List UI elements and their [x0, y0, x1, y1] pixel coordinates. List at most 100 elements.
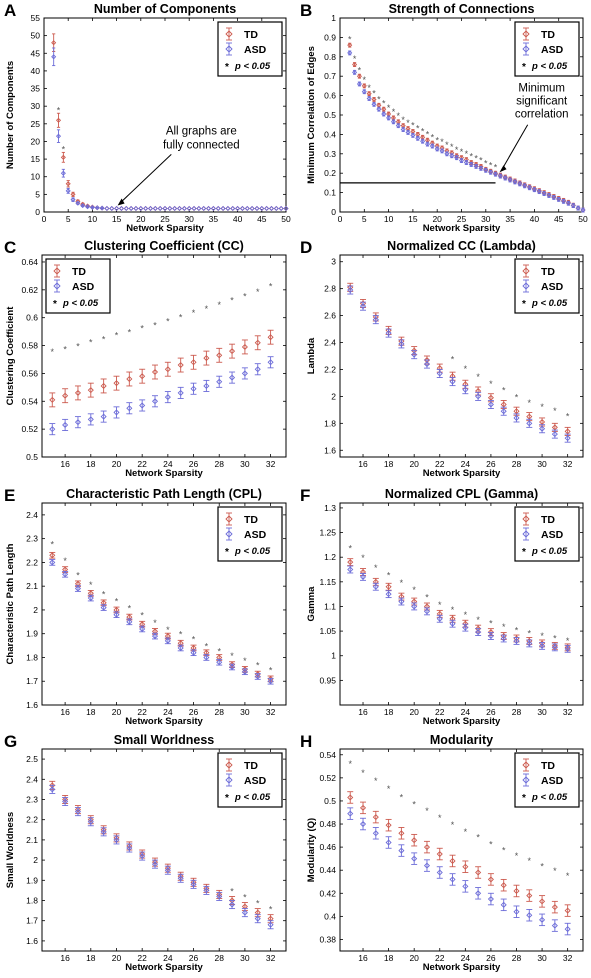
- significance-star: *: [256, 287, 260, 297]
- x-tick-label: 28: [214, 707, 224, 717]
- significance-star: *: [217, 646, 221, 656]
- y-axis-label: Number of Components: [5, 61, 16, 169]
- x-tick-label: 20: [112, 953, 122, 963]
- legend-marker: [522, 30, 530, 38]
- significance-star: *: [438, 813, 442, 823]
- y-axis-label: Characteristic Path Length: [5, 543, 16, 664]
- y-tick-label: 15: [31, 154, 41, 164]
- annotation-text: Minimum: [518, 83, 565, 95]
- legend-p-label: p < 0.05: [531, 792, 568, 803]
- y-tick-label: 25: [31, 119, 41, 129]
- y-tick-label: 2.4: [324, 338, 336, 348]
- x-tick-label: 30: [537, 953, 547, 963]
- x-tick-label: 22: [435, 953, 445, 963]
- td-point: [70, 191, 76, 197]
- asd-point: [196, 205, 202, 212]
- asd-point: [410, 132, 416, 138]
- significance-star: *: [425, 593, 429, 603]
- legend: TD ASD * p < 0.05: [514, 752, 580, 808]
- x-tick-label: 16: [60, 953, 70, 963]
- panel-d: D Normalized CC (Lambda) 16 18 20 22 24 26 28 30 3…: [300, 238, 584, 479]
- y-tick-label: 0.52: [21, 424, 38, 434]
- y-tick-label: 0.46: [319, 842, 336, 852]
- chart-title: Modularity: [430, 733, 493, 747]
- legend-marker: [522, 530, 530, 538]
- significance-star: *: [540, 402, 544, 412]
- asd-point: [500, 635, 507, 642]
- asd-point: [49, 559, 56, 566]
- axes-box: [339, 502, 584, 706]
- y-tick-label: 0.42: [319, 888, 336, 898]
- significance-star: *: [102, 589, 106, 599]
- legend: TD ASD * p < 0.05: [45, 258, 111, 314]
- asd-point: [513, 908, 520, 915]
- significance-star: *: [566, 871, 570, 881]
- asd-point: [229, 663, 236, 671]
- x-tick-label: 16: [358, 953, 368, 963]
- legend-asd-label: ASD: [541, 775, 564, 787]
- asd-point: [89, 204, 95, 210]
- asd-point: [181, 205, 187, 212]
- td-point: [49, 552, 56, 559]
- legend-p-label: p < 0.05: [531, 298, 568, 309]
- x-tick-label: 18: [86, 953, 96, 963]
- significance-star: *: [140, 323, 144, 333]
- x-tick-label: 20: [409, 953, 419, 963]
- legend-td-label: TD: [541, 29, 555, 41]
- asd-point: [449, 620, 456, 627]
- y-axis-label: Small Worldness: [5, 812, 16, 888]
- y-tick-label: 10: [31, 172, 41, 182]
- asd-point: [220, 205, 226, 212]
- asd-point: [347, 566, 354, 573]
- x-tick-label: 32: [563, 707, 573, 717]
- significance-star: *: [57, 106, 61, 116]
- asd-point: [436, 869, 443, 876]
- significance-star: *: [438, 600, 442, 610]
- td-point: [229, 348, 236, 355]
- y-axis-label: Modularity (Q): [306, 818, 317, 882]
- td-point: [113, 380, 120, 387]
- significance-star: *: [566, 411, 570, 421]
- legend: TD ASD * p < 0.05: [514, 21, 580, 77]
- td-point: [475, 869, 482, 876]
- y-tick-label: 2.3: [26, 795, 38, 805]
- td-point: [74, 389, 81, 396]
- asd-point: [564, 926, 571, 933]
- x-tick-label: 20: [409, 707, 419, 717]
- y-tick-label: 1.8: [324, 418, 336, 428]
- x-tick-label: 30: [240, 953, 250, 963]
- significance-star: *: [540, 631, 544, 641]
- y-tick-label: 40: [31, 66, 41, 76]
- y-axis-label: Lambda: [306, 337, 317, 374]
- legend-td-label: TD: [244, 760, 258, 772]
- significance-star: *: [502, 845, 506, 855]
- significance-star: *: [416, 124, 420, 134]
- x-tick-label: 18: [384, 953, 394, 963]
- x-tick-label: 30: [481, 214, 491, 224]
- x-axis-label: Network Sparsity: [423, 716, 501, 727]
- y-tick-label: 2: [33, 605, 38, 615]
- significance-star: *: [348, 759, 352, 769]
- legend-td-label: TD: [244, 514, 258, 526]
- significance-star: *: [166, 625, 170, 635]
- asd-point: [60, 170, 66, 176]
- asd-point: [386, 115, 392, 121]
- asd-point: [395, 123, 401, 129]
- y-tick-label: 50: [31, 31, 41, 41]
- significance-star: *: [115, 596, 119, 606]
- asd-point: [420, 138, 426, 144]
- legend-p-label: p < 0.05: [531, 546, 568, 557]
- x-axis-label: Network Sparsity: [423, 468, 501, 479]
- significance-star: *: [489, 840, 493, 850]
- significance-star: *: [372, 89, 376, 99]
- significance-star: *: [479, 156, 483, 166]
- significance-star: *: [192, 308, 196, 318]
- x-tick-label: 30: [184, 214, 194, 224]
- legend-p-label: p < 0.05: [234, 792, 271, 803]
- legend-star: *: [522, 299, 526, 310]
- significance-star: *: [412, 799, 416, 809]
- td-point: [100, 382, 107, 389]
- significance-star: *: [128, 328, 132, 338]
- significance-star: *: [553, 406, 557, 416]
- y-tick-label: 0.2: [324, 168, 336, 178]
